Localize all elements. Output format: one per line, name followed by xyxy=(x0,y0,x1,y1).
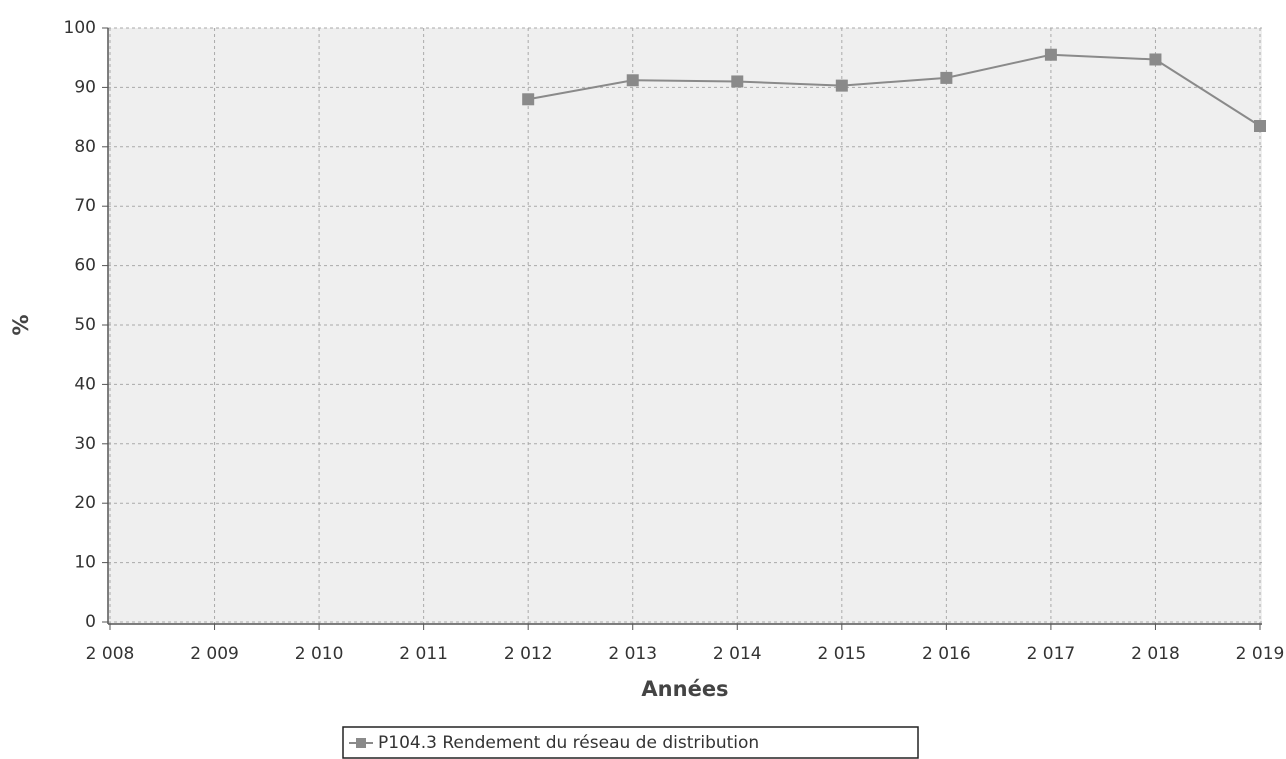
data-point xyxy=(626,74,639,87)
legend-label: P104.3 Rendement du réseau de distributi… xyxy=(378,733,759,753)
y-tick-label: 100 xyxy=(64,18,96,38)
x-tick-label: 2 017 xyxy=(1027,644,1076,664)
y-tick-label: 30 xyxy=(74,434,96,454)
marks xyxy=(522,48,1266,133)
x-tick-label: 2 014 xyxy=(713,644,762,664)
data-point xyxy=(522,93,535,106)
x-tick-label: 2 016 xyxy=(922,644,971,664)
series-line xyxy=(528,53,1261,127)
y-axis-title: % xyxy=(9,314,33,335)
y-tick-label: 10 xyxy=(74,553,96,573)
grid xyxy=(108,27,1262,624)
x-tick-label: 2 015 xyxy=(817,644,866,664)
y-tick-label: 70 xyxy=(74,196,96,216)
x-tick-label: 2 009 xyxy=(190,644,239,664)
x-axis-title: Années xyxy=(641,677,728,701)
x-tick-label: 2 013 xyxy=(608,644,657,664)
data-point xyxy=(835,79,848,92)
x-tick-label: 2 011 xyxy=(399,644,448,664)
data-point xyxy=(1254,120,1266,133)
data-point xyxy=(940,71,953,84)
y-tick-label: 80 xyxy=(74,137,96,157)
data-point xyxy=(731,75,744,88)
x-tick-label: 2 018 xyxy=(1131,644,1180,664)
x-tick-label: 2 010 xyxy=(295,644,344,664)
x-tick-label: 2 008 xyxy=(86,644,135,664)
data-point xyxy=(1149,53,1162,66)
y-tick-label: 40 xyxy=(74,374,96,394)
x-tick-label: 2 019 xyxy=(1236,644,1285,664)
data-point xyxy=(1044,48,1057,61)
y-tick-label: 90 xyxy=(74,77,96,97)
plot-area xyxy=(108,28,1262,624)
legend-box xyxy=(342,726,919,759)
y-tick-label: 50 xyxy=(74,315,96,335)
y-tick-label: 0 xyxy=(85,612,96,632)
x-tick-label: 2 012 xyxy=(504,644,553,664)
y-tick-label: 60 xyxy=(74,256,96,276)
y-tick-label: 20 xyxy=(74,493,96,513)
legend-marker xyxy=(356,738,366,748)
